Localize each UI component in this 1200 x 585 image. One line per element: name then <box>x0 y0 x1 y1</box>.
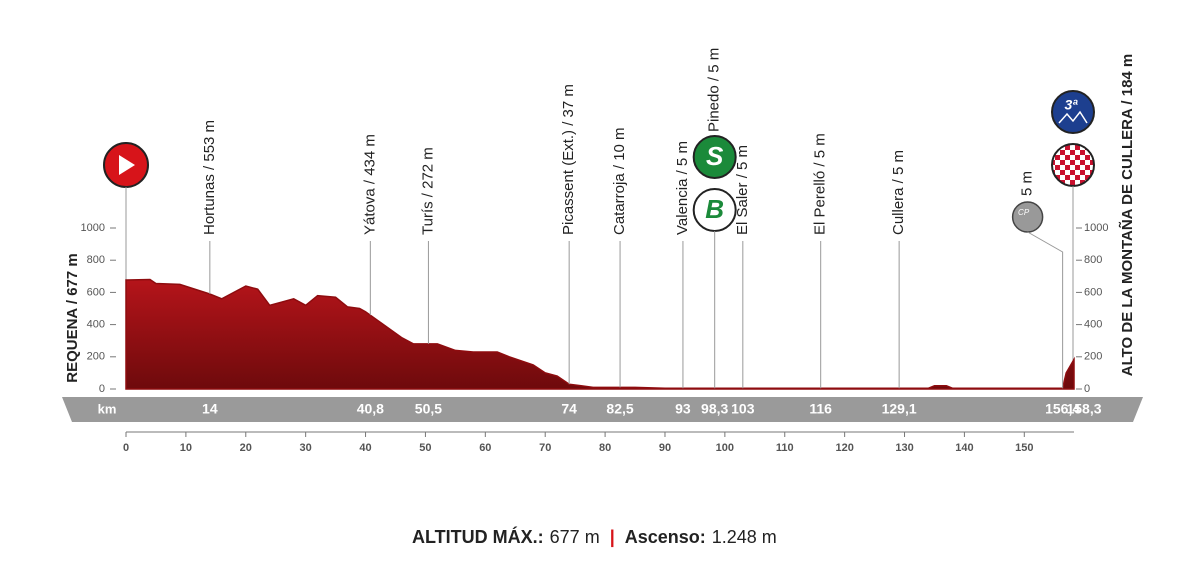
waypoint-label: Hortunas / 553 m <box>201 120 218 235</box>
icon-text: S <box>706 141 724 171</box>
y-tick-label-right: 0 <box>1084 383 1090 395</box>
icon: B <box>692 188 737 232</box>
waypoint-label: Pinedo / 5 m <box>706 48 723 132</box>
footer-max-value: 677 m <box>550 527 600 547</box>
icon: 3ª <box>1051 90 1095 134</box>
footer: ALTITUD MÁX.: 677 m | Ascenso: 1.248 m <box>412 526 777 547</box>
km-band <box>62 397 1143 422</box>
x-tick-label: 40 <box>359 442 371 454</box>
y-tick-label: 400 <box>87 319 105 331</box>
icon-text: CP <box>1018 208 1030 217</box>
waypoint-label: Yátova / 434 m <box>361 134 378 235</box>
km-value: 158,3 <box>1066 401 1101 417</box>
waypoint-line <box>1027 231 1064 389</box>
km-value: 74 <box>561 401 577 417</box>
km-value: 156,4 <box>1045 401 1080 417</box>
footer-ascent-label: Ascenso: <box>625 527 706 547</box>
x-tick-label: 30 <box>300 442 312 454</box>
climb-peaks <box>1058 110 1088 124</box>
km-value: 14 <box>202 401 218 417</box>
y-tick-label: 800 <box>87 254 105 266</box>
sprint-icon <box>692 135 737 179</box>
icon-text: 3ª <box>1065 97 1079 113</box>
km-value: 116 <box>809 401 832 417</box>
y-tick-label-right: 600 <box>1084 286 1102 298</box>
x-tick-label: 80 <box>599 442 611 454</box>
y-tick-label-right: 800 <box>1084 254 1102 266</box>
x-tick-label: 0 <box>123 442 129 454</box>
waypoint-label: Catarroja / 10 m <box>611 127 628 235</box>
waypoint-label: Valencia / 5 m <box>674 141 691 235</box>
y-tick-label: 200 <box>87 351 105 363</box>
x-tick-label: 140 <box>955 442 973 454</box>
waypoint-label: Picassent (Ext.) / 37 m <box>560 84 577 235</box>
start-icon <box>103 142 149 188</box>
finish-flag <box>1051 143 1095 187</box>
waypoint-label: El Saler / 5 m <box>734 145 751 235</box>
waypoint-label: El Perelló / 5 m <box>812 133 829 235</box>
icon: S <box>692 135 737 179</box>
waypoint-label: Turís / 272 m <box>419 147 436 235</box>
km-label: km <box>98 401 117 416</box>
y-tick-label-right: 200 <box>1084 351 1102 363</box>
climb-icon <box>1051 90 1095 134</box>
km-value: 50,5 <box>415 401 442 417</box>
km-value: 129,1 <box>882 401 917 417</box>
y-tick-label: 1000 <box>81 222 105 234</box>
x-tick-label: 10 <box>180 442 192 454</box>
x-tick-label: 120 <box>835 442 853 454</box>
x-tick-label: 20 <box>240 442 252 454</box>
y-tick-label-right: 400 <box>1084 319 1102 331</box>
y-tick-label: 600 <box>87 286 105 298</box>
icon: CP <box>1011 201 1044 233</box>
km-value: 82,5 <box>606 401 633 417</box>
km-value: 98,3 <box>701 401 728 417</box>
waypoint-label: Cullera / 5 m <box>890 150 907 235</box>
km-value: 103 <box>731 401 755 417</box>
km-value: 93 <box>675 401 691 417</box>
x-tick-label: 150 <box>1015 442 1033 454</box>
finish-label: ALTO DE LA MONTAÑA DE CULLERA / 184 m <box>1118 54 1136 377</box>
profile-area <box>125 278 1075 390</box>
footer-max-label: ALTITUD MÁX.: <box>412 526 544 547</box>
x-tick-label: 60 <box>479 442 491 454</box>
start-label: REQUENA / 677 m <box>64 253 81 383</box>
x-tick-label: 130 <box>895 442 913 454</box>
km-value: 40,8 <box>357 401 384 417</box>
y-tick-label-right: 1000 <box>1084 222 1108 234</box>
x-tick-label: 110 <box>776 442 794 454</box>
waypoint-label: 5 m <box>1019 171 1036 196</box>
footer-ascent-value: 1.248 m <box>712 527 777 547</box>
icon-text: B <box>705 194 724 224</box>
x-tick-label: 50 <box>419 442 431 454</box>
x-tick-label: 100 <box>716 442 734 454</box>
y-tick-label: 0 <box>99 383 105 395</box>
x-tick-label: 90 <box>659 442 671 454</box>
x-tick-label: 70 <box>539 442 551 454</box>
